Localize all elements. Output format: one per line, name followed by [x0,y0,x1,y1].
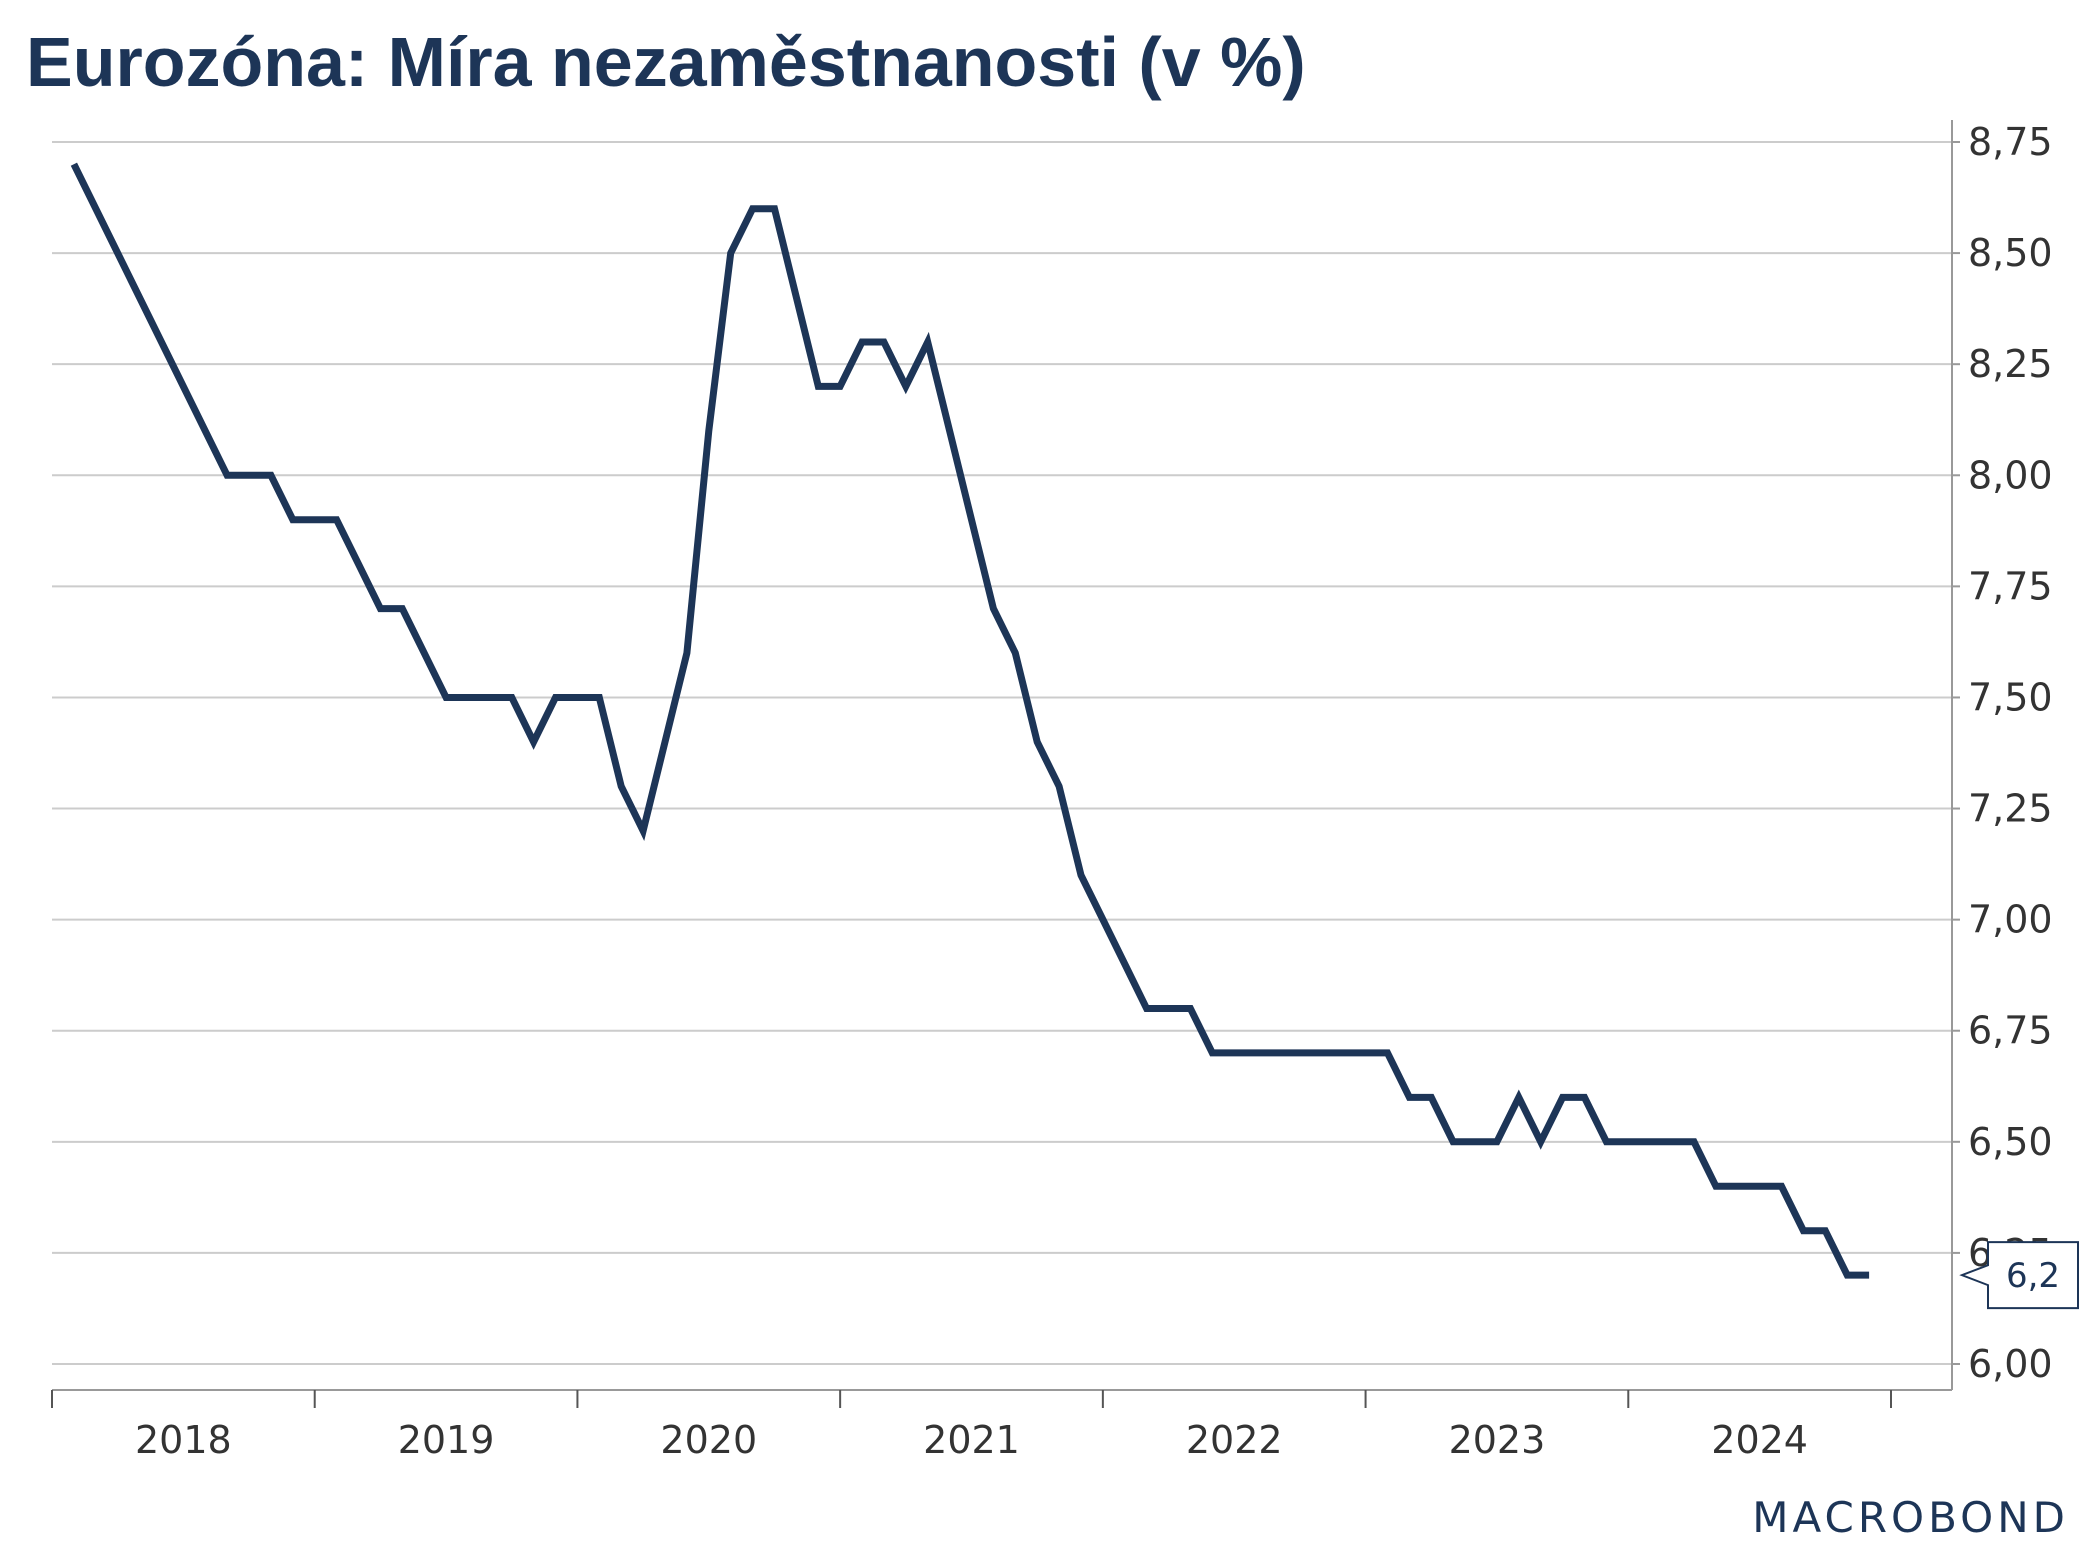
series-group [70,162,1870,1279]
x-axis-tick-labels: 2018 2019 2020 2021 2022 2023 2024 [135,1418,1808,1462]
series-line [70,162,1870,1279]
axes [51,120,1960,1408]
gridlines [52,141,1952,1365]
y-tick-label: 8,00 [1968,453,2053,497]
x-tick-label: 2021 [923,1418,1020,1462]
y-tick-label: 7,50 [1968,675,2053,719]
y-tick-label: 6,00 [1968,1342,2053,1386]
x-tick-label: 2024 [1711,1418,1808,1462]
last-value-label: 6,2 [2006,1256,2060,1296]
y-tick-label: 7,00 [1968,898,2053,942]
x-tick-label: 2018 [135,1418,232,1462]
last-value-box [1959,1241,2079,1310]
y-tick-label: 8,75 [1968,120,2053,164]
y-tick-label: 6,50 [1968,1120,2053,1164]
y-tick-label: 6,75 [1968,1009,2053,1053]
y-tick-label: 7,25 [1968,787,2053,831]
last-value-marker: 6,2 [1959,1241,2079,1310]
y-tick-label: 7,75 [1968,564,2053,608]
chart-title: Eurozóna: Míra nezaměstnanosti (v %) [26,23,1306,101]
y-tick-label: 8,25 [1968,342,2053,386]
y-tick-label: 8,50 [1968,231,2053,275]
x-tick-label: 2022 [1186,1418,1283,1462]
x-tick-label: 2020 [660,1418,757,1462]
macrobond-logo: MACROBOND [1752,1493,2069,1542]
x-tick-label: 2023 [1449,1418,1546,1462]
x-tick-label: 2019 [398,1418,495,1462]
y-axis-tick-labels: 6,006,256,506,757,007,257,507,758,008,25… [1968,120,2053,1386]
